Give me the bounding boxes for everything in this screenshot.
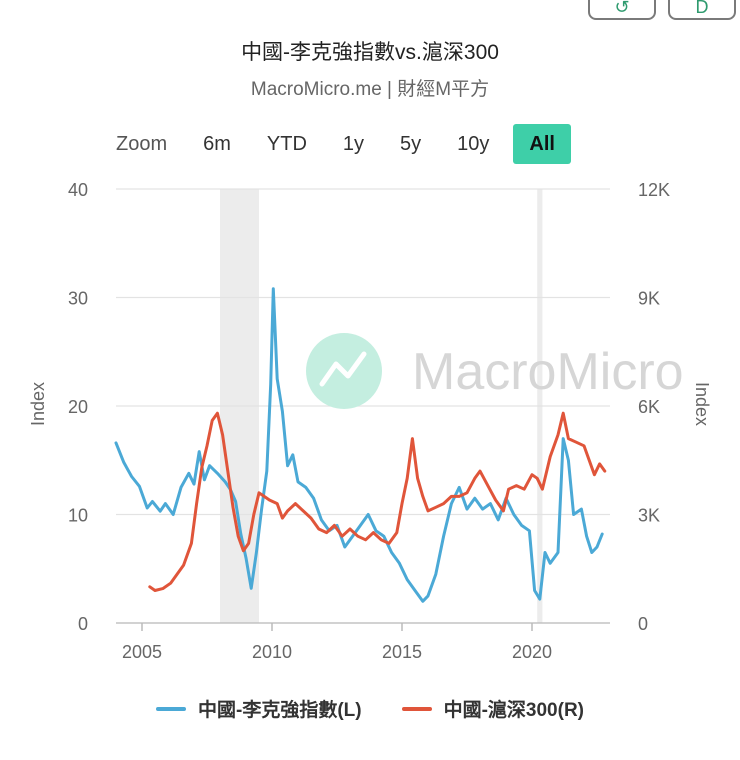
- right-tick-label: 6K: [638, 397, 660, 417]
- chart-title: 中國-李克強指數vs.滬深300: [241, 41, 499, 64]
- x-tick-label: 2015: [382, 642, 422, 662]
- zoom-label: Zoom: [116, 132, 168, 155]
- zoom-10y-button[interactable]: 10y: [457, 133, 490, 155]
- legend-swatch-right: [401, 706, 432, 711]
- chart-canvas: MacroMicro 0 0 10 3K 20 6K 30 9K 40 12K 2005 2010 20…: [28, 180, 712, 662]
- watermark: MacroMicro: [306, 333, 684, 409]
- legend-label-right: 中國-滬深300(R): [443, 700, 584, 721]
- zoom-1y-button[interactable]: 1y: [342, 133, 365, 155]
- x-tick-label: 2010: [252, 642, 292, 662]
- legend-item-left-series[interactable]: 中國-李克強指數(L): [156, 695, 362, 722]
- left-tick-label: 20: [68, 397, 88, 417]
- watermark-chart-icon: [319, 351, 367, 387]
- share-icon: D: [695, 0, 709, 17]
- right-tick-label: 9K: [638, 289, 660, 309]
- left-tick-label: 30: [68, 289, 88, 309]
- x-tick-label: 2005: [122, 642, 162, 662]
- x-tick-label: 2020: [512, 642, 552, 662]
- export-button[interactable]: ↺: [588, 0, 656, 20]
- chart-subtitle: MacroMicro.me | 財經M平方: [250, 79, 490, 100]
- right-axis-title: Index: [692, 382, 712, 426]
- legend-label-left: 中國-李克強指數(L): [198, 700, 362, 721]
- right-tick-label: 0: [638, 614, 648, 634]
- series-line-keqiang-index[interactable]: [114, 287, 604, 603]
- watermark-text: MacroMicro: [412, 343, 684, 401]
- left-axis-title: Index: [28, 382, 48, 426]
- zoom-6m-button[interactable]: 6m: [203, 133, 231, 155]
- zoom-all-button[interactable]: All: [513, 124, 571, 164]
- zoom-5y-button[interactable]: 5y: [400, 133, 422, 155]
- legend-item-right-series[interactable]: 中國-滬深300(R): [401, 695, 584, 722]
- legend: 中國-李克強指數(L) 中國-滬深300(R): [0, 695, 740, 722]
- share-button[interactable]: D: [668, 0, 736, 20]
- left-tick-label: 0: [78, 614, 88, 634]
- left-tick-label: 40: [68, 180, 88, 200]
- left-tick-label: 10: [68, 506, 88, 526]
- export-icon: ↺: [614, 0, 630, 17]
- right-tick-label: 12K: [638, 180, 670, 200]
- zoom-ytd-button[interactable]: YTD: [266, 133, 307, 155]
- series-line-csi300[interactable]: [148, 411, 607, 592]
- right-tick-label: 3K: [638, 506, 660, 526]
- legend-swatch-left: [156, 706, 186, 711]
- zoom-bar: Zoom 6m YTD 1y 5y 10y All: [116, 124, 583, 164]
